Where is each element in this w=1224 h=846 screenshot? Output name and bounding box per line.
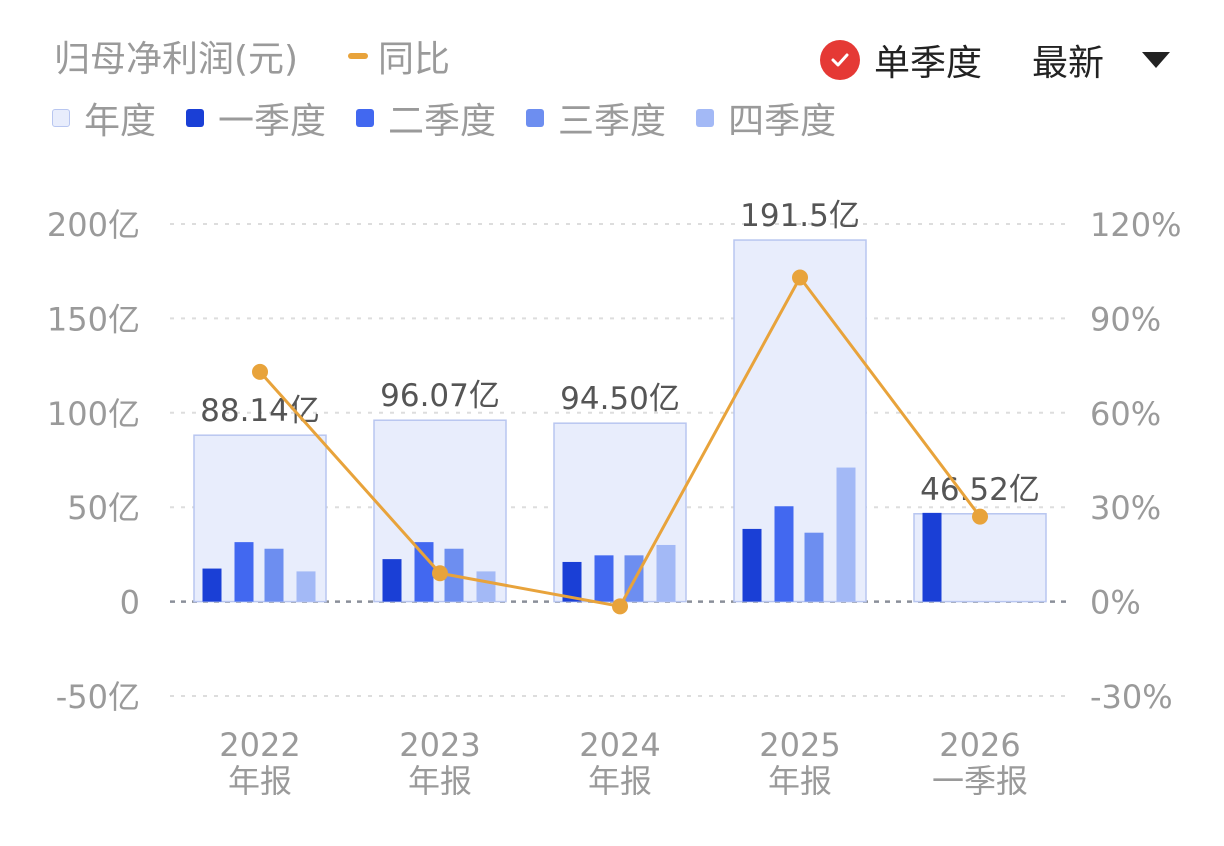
left-axis-tick: 0 [120,584,140,622]
quarter-bar-q2 [774,506,794,602]
legend-label: 三季度 [558,101,667,142]
single-quarter-label: 单季度 [874,43,983,84]
annual-value-label: 46.52亿 [920,472,1040,508]
quarter-bar-q4 [656,544,676,602]
right-axis-tick: 60% [1090,395,1161,433]
quarter-bar-q2 [594,555,614,602]
quarter-bar-q1 [202,568,222,602]
annual-value-label: 96.07亿 [380,378,500,414]
legend: 年度 一季度 二季度 三季度 四季度 [52,92,866,144]
right-axis-tick: -30% [1090,678,1173,716]
yoy-point [972,508,988,525]
x-axis-year-label: 2026 [939,726,1020,764]
chart-header: 归母净利润(元) 同比 单季度 最新 [0,0,1224,105]
yoy-point [612,598,628,615]
legend-label: 四季度 [728,101,837,142]
quarter-bar-q4 [476,571,496,602]
quarter-bar-q1 [382,559,402,602]
quarter-bar-q2 [234,542,254,602]
left-axis-tick: 200亿 [47,206,140,244]
quarter-bar-q2 [414,542,434,602]
quarter-bar-q1 [562,561,582,602]
quarter-bar-q1 [742,528,762,602]
legend-item-q1[interactable]: 一季度 [186,92,326,144]
legend-label: 年度 [84,101,157,142]
yoy-point [792,269,808,286]
annual-value-label: 94.50亿 [560,381,680,417]
sort-dropdown-label: 最新 [1032,43,1105,84]
legend-swatch-q4 [696,109,715,127]
sort-dropdown[interactable]: 最新 [1032,34,1171,86]
left-axis-tick: -50亿 [56,678,140,716]
x-axis-year-label: 2022 [219,726,300,764]
metric-title: 归母净利润(元) [54,39,299,80]
quarter-bar-q3 [804,532,824,602]
x-axis-period-label: 年报 [588,762,652,800]
legend-swatch-q1 [186,109,205,127]
right-axis-tick: 120% [1090,206,1181,244]
yoy-point [432,565,448,582]
x-axis-year-label: 2025 [759,726,840,764]
legend-item-q3[interactable]: 三季度 [526,92,666,144]
quarter-bar-q4 [836,467,856,602]
yoy-point [252,363,268,380]
x-axis-period-label: 年报 [228,762,292,800]
legend-swatch-annual [52,109,70,127]
legend-label: 二季度 [388,101,497,142]
legend-label: 一季度 [218,101,327,142]
quarter-bar-q1 [922,512,942,602]
right-axis-tick: 0% [1090,584,1141,622]
yoy-line-swatch [348,53,368,59]
yoy-legend: 同比 [348,30,450,82]
x-axis-period-label: 一季报 [932,762,1028,800]
left-axis-tick: 150亿 [47,300,140,338]
yoy-legend-label: 同比 [378,39,451,80]
legend-swatch-q2 [356,109,375,127]
right-axis-tick: 30% [1090,489,1161,527]
x-axis-period-label: 年报 [768,762,832,800]
left-axis-tick: 50亿 [67,489,140,527]
x-axis-period-label: 年报 [408,762,472,800]
single-quarter-toggle[interactable]: 单季度 [820,34,982,86]
quarter-bar-q4 [296,571,316,602]
legend-item-q2[interactable]: 二季度 [356,92,496,144]
legend-item-q4[interactable]: 四季度 [696,92,836,144]
annual-value-label: 191.5亿 [740,198,860,234]
x-axis-year-label: 2023 [399,726,480,764]
legend-item-annual[interactable]: 年度 [52,92,156,144]
legend-swatch-q3 [526,109,545,127]
left-axis-tick: 100亿 [47,395,140,433]
annual-value-label: 88.14亿 [200,393,320,429]
caret-down-icon [1142,52,1171,68]
right-axis-tick: 90% [1090,300,1161,338]
x-axis-year-label: 2024 [579,726,660,764]
quarter-bar-q3 [264,548,284,602]
check-circle-icon [820,40,860,80]
